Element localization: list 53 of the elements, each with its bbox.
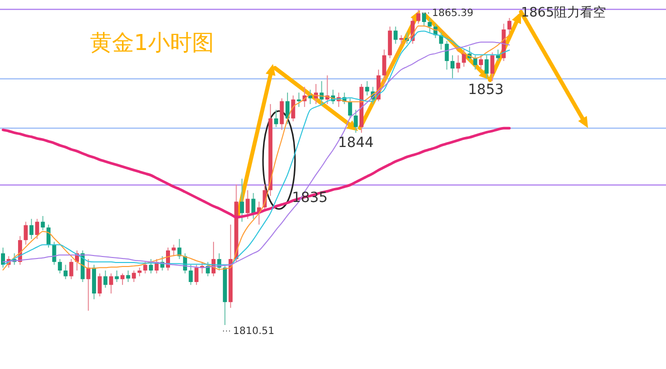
candlestick <box>86 258 90 312</box>
candlestick <box>456 54 460 74</box>
candlestick <box>24 221 28 246</box>
annotation: 1865阻力看空 <box>521 5 606 20</box>
candlestick <box>285 92 290 125</box>
candlestick <box>382 49 386 84</box>
candlestick <box>98 272 102 297</box>
candlestick <box>148 258 153 274</box>
candlestick <box>172 244 176 257</box>
candlestick <box>416 10 420 24</box>
candlestick <box>490 52 494 82</box>
candlestick <box>240 178 244 222</box>
candlestick <box>354 109 358 134</box>
candlestick <box>109 272 114 294</box>
candlestick <box>52 241 56 266</box>
candlestick <box>428 17 432 33</box>
candlestick <box>274 109 278 128</box>
candlestick <box>439 32 444 50</box>
text: 1810.51 <box>233 326 274 337</box>
candlestick <box>126 270 130 283</box>
annotation: 1844 <box>338 135 374 152</box>
candlestick <box>251 192 256 220</box>
candlestick <box>348 98 352 119</box>
candlestick <box>478 54 483 70</box>
candlestick <box>246 190 250 220</box>
text: 黄金1小时图 <box>90 31 214 56</box>
candlestick <box>58 258 62 274</box>
candlestick <box>365 80 370 96</box>
candlestick <box>132 270 136 283</box>
candlestick <box>394 26 398 44</box>
candlestick <box>450 54 454 79</box>
candlestick <box>507 17 512 36</box>
candlestick <box>1 247 5 268</box>
candlestick <box>308 89 312 105</box>
candlestick <box>40 216 45 231</box>
candlestick <box>444 40 449 70</box>
candlestick <box>29 218 34 240</box>
candlestick <box>64 264 68 280</box>
annotation: 1853 <box>468 82 504 98</box>
candlestick <box>473 54 478 70</box>
annotation: 1865.39 <box>432 8 474 19</box>
candlestick <box>103 270 108 288</box>
candlestick <box>291 94 296 122</box>
candlestick <box>194 264 198 286</box>
candlestick <box>120 272 124 286</box>
candlestick <box>422 12 426 28</box>
candlestick <box>143 261 148 274</box>
candlestick <box>484 54 489 79</box>
candlestick <box>462 49 466 68</box>
candlestick <box>280 98 284 130</box>
candlestick <box>188 264 193 286</box>
candlestick <box>69 258 74 280</box>
candlestick <box>35 218 40 240</box>
